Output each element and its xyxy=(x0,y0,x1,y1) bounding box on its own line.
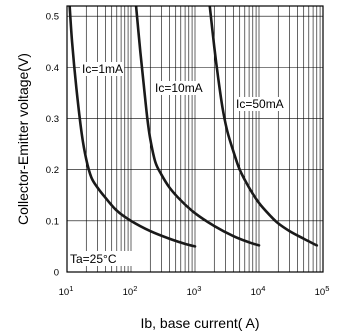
series-line-3 xyxy=(208,6,319,247)
series-label-bg xyxy=(80,62,125,76)
y-tick-label: 0.2 xyxy=(46,165,59,176)
series-line-2 xyxy=(134,6,261,247)
series-label: Ic=10mA xyxy=(155,81,203,95)
series-label-bg xyxy=(234,97,285,111)
plot-frame xyxy=(66,5,324,273)
temperature-annotation: Ta=25°C xyxy=(70,252,117,266)
y-tick-label: 0.3 xyxy=(46,114,59,125)
x-tick-label: 105 xyxy=(315,284,330,298)
series-label: Ic=50mA xyxy=(236,97,284,111)
x-axis-title: Ib, base current( A) xyxy=(140,315,259,331)
y-tick-label: 0.1 xyxy=(46,216,59,227)
y-tick-label: 0 xyxy=(54,268,59,279)
x-tick-label: 104 xyxy=(251,284,266,298)
grid xyxy=(66,6,323,273)
x-tick-label: 101 xyxy=(59,284,74,298)
y-axis-title: Collector-Emitter voltage(V) xyxy=(15,53,31,225)
series-label: Ic=1mA xyxy=(82,62,123,76)
x-tick-label: 103 xyxy=(187,284,202,298)
curves xyxy=(68,6,319,248)
y-tick-label: 0.4 xyxy=(46,63,59,74)
x-tick-label: 102 xyxy=(123,284,138,298)
series-line-1 xyxy=(68,6,197,248)
y-tick-label: 0.5 xyxy=(46,12,59,23)
annotation-bg xyxy=(68,251,134,266)
labels: 0 0.1 0.2 0.3 0.4 0.5 101 102 103 104 105 Ic=1mA Ic=… xyxy=(46,12,330,298)
series-label-bg xyxy=(153,81,204,95)
